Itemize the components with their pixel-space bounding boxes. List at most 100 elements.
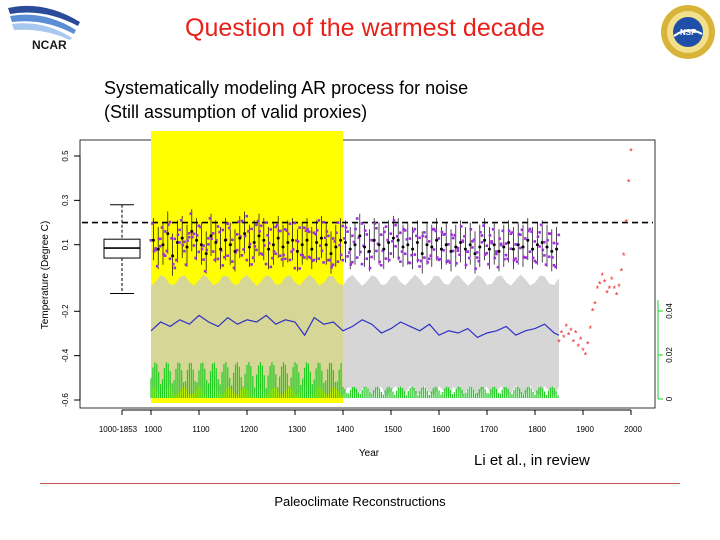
scatter-point (285, 229, 289, 232)
scatter-point (447, 259, 450, 263)
subtitle: Systematically modeling AR process for n… (104, 76, 468, 124)
scatter-point (331, 237, 335, 240)
instrumental-point: * (579, 335, 583, 345)
decadal-mean-point (257, 234, 261, 238)
scatter-point (544, 263, 548, 266)
scatter-point (456, 249, 460, 252)
decadal-mean-point (276, 236, 280, 240)
scatter-point (346, 230, 349, 233)
scatter-point (538, 245, 541, 248)
instrumental-point: * (569, 326, 573, 336)
scatter-point (341, 224, 345, 228)
scatter-point (522, 255, 525, 259)
scatter-point (451, 249, 455, 253)
decadal-mean-point (324, 243, 328, 247)
scatter-point (520, 228, 524, 232)
scatter-point (549, 232, 553, 235)
decadal-mean-point (363, 245, 367, 249)
decadal-mean-point (526, 238, 530, 242)
scatter-point (242, 248, 245, 251)
scatter-point (405, 238, 409, 241)
scatter-point (363, 229, 367, 232)
scatter-point (395, 235, 399, 238)
scatter-point (475, 256, 479, 259)
instrumental-point: * (612, 284, 616, 294)
scatter-point (307, 255, 311, 259)
scatter-point (277, 229, 281, 233)
decadal-mean-point (396, 238, 400, 242)
scatter-point (247, 230, 250, 233)
instrumental-point: * (588, 324, 592, 334)
instrumental-point: * (600, 271, 604, 281)
scatter-point (483, 253, 487, 256)
x-tick-label: 1000 (144, 425, 162, 434)
scatter-point (485, 251, 489, 255)
instrumental-point: * (581, 346, 585, 356)
scatter-point (378, 260, 381, 264)
scatter-point (178, 228, 181, 232)
decadal-mean-point (353, 243, 357, 247)
y-tick-label: 0.5 (61, 150, 70, 162)
scatter-point (490, 241, 493, 245)
scatter-point (163, 254, 167, 257)
scatter-point (411, 230, 415, 233)
scatter-point (373, 222, 377, 225)
scatter-point (263, 244, 266, 247)
decadal-mean-point (199, 243, 203, 247)
scatter-point (485, 244, 489, 248)
decadal-mean-point (492, 243, 496, 247)
scatter-point (240, 254, 244, 257)
scatter-point (408, 237, 412, 240)
scatter-point (419, 259, 423, 263)
scatter-point (394, 244, 397, 248)
scatter-point (355, 217, 359, 220)
scatter-point (474, 267, 477, 270)
decadal-mean-point (430, 245, 434, 249)
y-tick-label: -0.6 (61, 393, 70, 407)
scatter-point (458, 253, 461, 257)
decadal-mean-point (540, 241, 544, 245)
decadal-mean-point (291, 238, 295, 242)
scatter-point (447, 243, 450, 246)
x-tick-label: 1400 (336, 425, 354, 434)
scatter-point (448, 261, 452, 264)
scatter-point (389, 232, 393, 235)
decadal-mean-point (334, 245, 338, 249)
scatter-point (381, 249, 385, 253)
scatter-point (490, 240, 493, 243)
scatter-point (391, 239, 394, 243)
decadal-mean-point (435, 238, 439, 242)
decadal-mean-point (511, 247, 515, 251)
decadal-mean-point (209, 234, 213, 238)
scatter-point (426, 260, 429, 264)
scatter-point (314, 232, 317, 236)
scatter-point (287, 232, 290, 236)
decadal-mean-point (449, 249, 453, 253)
scatter-point (514, 243, 517, 246)
scatter-point (323, 236, 327, 240)
ncar-logo (8, 5, 80, 40)
scatter-point (282, 253, 285, 257)
instrumental-point: * (615, 291, 619, 301)
scatter-point (223, 255, 226, 259)
decadal-mean-point (367, 249, 371, 253)
scatter-point (211, 250, 215, 253)
scatter-point (527, 229, 530, 233)
decadal-mean-point (411, 247, 415, 251)
scatter-point (530, 230, 533, 234)
decadal-mean-point (550, 249, 554, 253)
scatter-point (151, 222, 154, 225)
scatter-point (346, 255, 349, 258)
instrumental-point: * (629, 147, 633, 157)
instrumental-point: * (560, 328, 564, 338)
scatter-point (387, 258, 391, 262)
scatter-point (351, 234, 354, 238)
scatter-point (199, 225, 202, 229)
scatter-point (379, 233, 383, 236)
scatter-point (312, 231, 316, 235)
scatter-point (375, 226, 378, 230)
scatter-point (155, 264, 159, 268)
scatter-point (255, 248, 258, 252)
scatter-point (171, 262, 175, 266)
scatter-point (207, 243, 210, 246)
